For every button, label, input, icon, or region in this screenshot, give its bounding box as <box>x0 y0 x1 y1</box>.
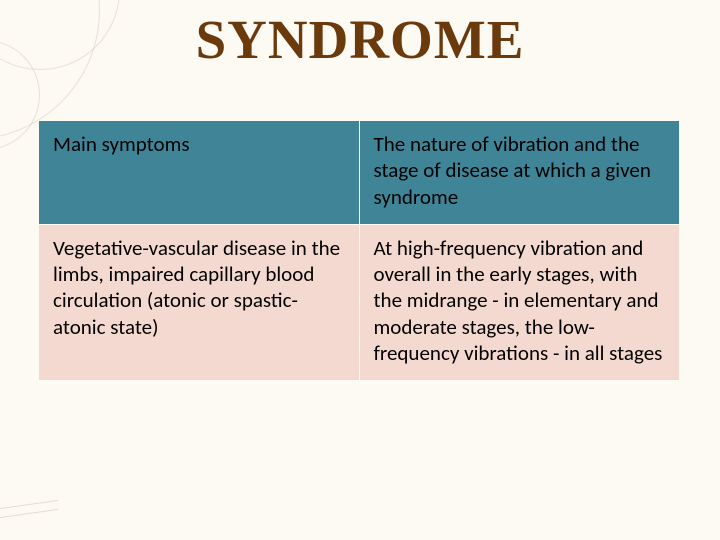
table-row: Vegetative-vascular disease in the limbs… <box>39 224 680 380</box>
table-header-cell: The nature of vibration and the stage of… <box>359 121 680 225</box>
slide-title: SYNDROME <box>0 8 720 71</box>
syndrome-table: Main symptoms The nature of vibration an… <box>38 120 680 381</box>
table-cell: Vegetative-vascular disease in the limbs… <box>39 224 360 380</box>
table-header-cell: Main symptoms <box>39 121 360 225</box>
decorative-line <box>0 500 58 518</box>
table-cell: At high-frequency vibration and overall … <box>359 224 680 380</box>
table-header-row: Main symptoms The nature of vibration an… <box>39 121 680 225</box>
